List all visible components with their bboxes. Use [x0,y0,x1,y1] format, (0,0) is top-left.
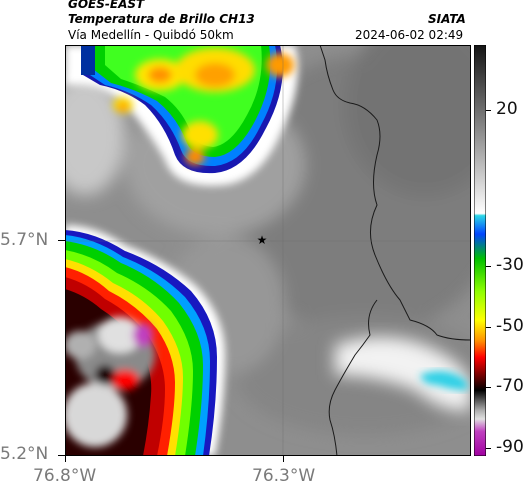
y-tick-mark-2 [58,455,65,456]
x-tick-mark-2 [283,456,284,462]
star-marker: ★ [257,233,268,247]
chart-title: Temperatura de Brillo CH13 [68,12,255,26]
cbar-tick-4 [486,387,491,388]
cbar-tick-5 [486,448,491,449]
boundary-lines [319,45,471,456]
region-subtitle: Vía Medellín - Quibdó 50km [68,28,234,42]
cbar-label-3: -50 [496,316,524,336]
y-tick-label-2: 5.2°N [0,444,49,464]
cbar-label-2: -30 [496,255,524,275]
agency-label: SIATA [428,12,466,26]
light-band [335,337,471,411]
temperature-colorbar [474,45,486,456]
cbar-label-4: -70 [496,376,524,396]
cbar-label-5: -90 [496,437,524,457]
storm-cluster [65,225,225,456]
x-tick-label-2: 76.3°W [252,466,316,486]
cyan-cloud [420,371,468,390]
cbar-tick-1 [486,110,491,111]
cbar-label-1: 20 [496,99,518,119]
grid-lines [65,45,471,456]
x-tick-mark-1 [65,456,66,462]
cbar-tick-2 [486,266,491,267]
cbar-tick-3 [486,327,491,328]
satellite-map: ★ [65,45,471,456]
timestamp-label: 2024-06-02 02:49 [355,28,464,42]
y-tick-label-1: 5.7°N [0,230,49,250]
upper-cloud-cluster [65,45,298,186]
y-tick-mark-1 [58,240,65,241]
x-tick-label-1: 76.8°W [33,466,97,486]
product-label: GOES-EAST [68,0,145,11]
